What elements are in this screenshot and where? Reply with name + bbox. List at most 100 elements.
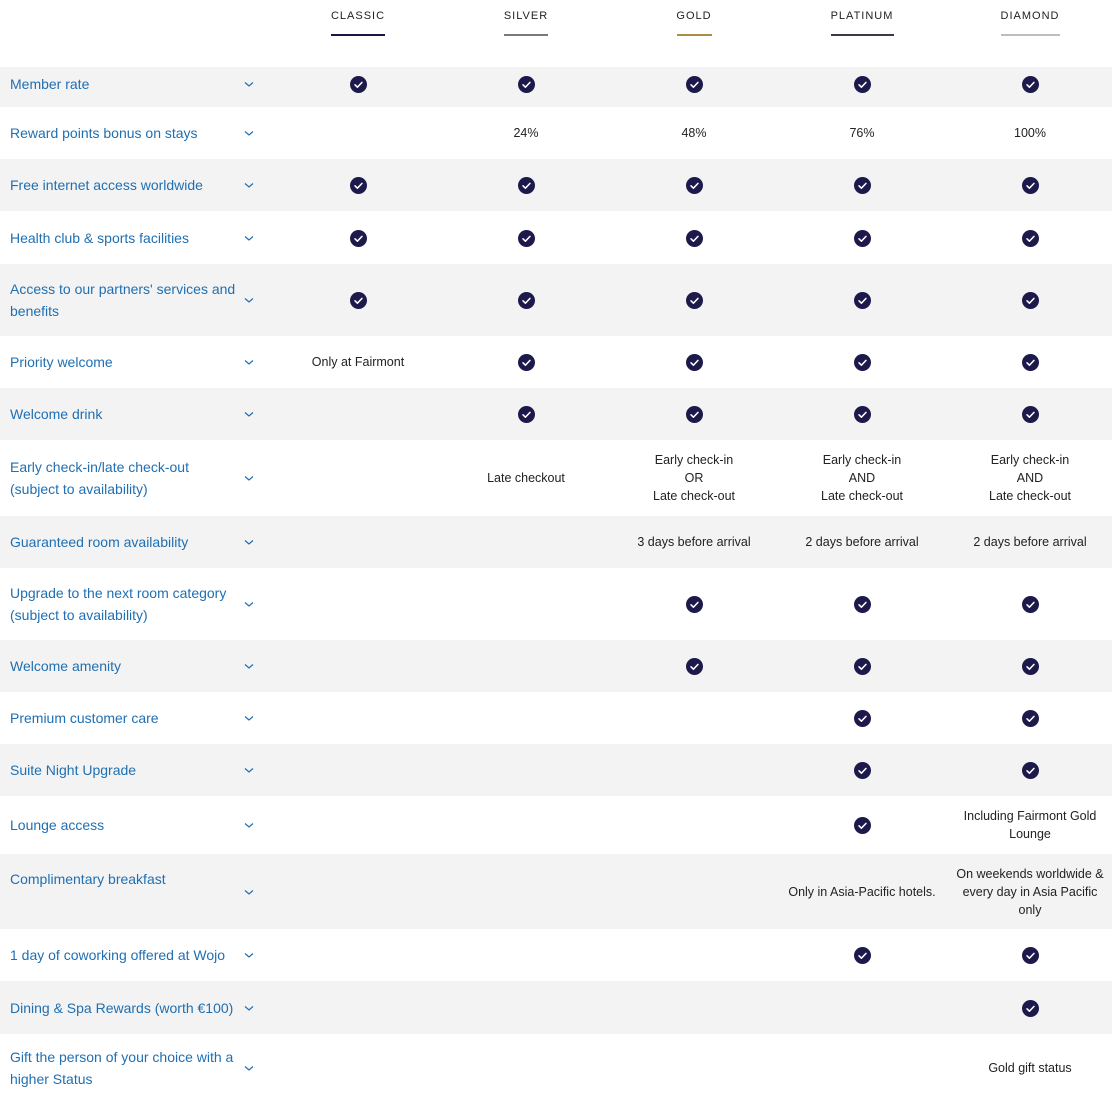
table-row: Reward points bonus on stays 24% 48% 76% 100… <box>0 107 1112 159</box>
benefit-value: 100% <box>1014 126 1046 140</box>
table-row: Priority welcome Only at Fairmont <box>0 336 1112 388</box>
check-icon <box>946 709 1112 728</box>
benefit-label[interactable]: Member rate <box>10 76 90 92</box>
header-spacer <box>0 0 274 67</box>
benefit-label[interactable]: 1 day of coworking offered at Wojo <box>10 947 226 963</box>
tier-label: PLATINUM <box>830 10 894 22</box>
benefit-label[interactable]: Dining & Spa Rewards (worth €100) <box>10 999 234 1016</box>
tier-header: CLASSIC SILVER GOLD PLATINUM DIAMOND <box>0 0 1112 67</box>
benefit-label[interactable]: Lounge access <box>10 817 105 833</box>
benefit-label[interactable]: Access to our partners' services and ben… <box>10 281 236 319</box>
table-row: Guaranteed room availability 3 days befor… <box>0 516 1112 568</box>
chevron-down-icon[interactable] <box>243 712 255 724</box>
benefit-label[interactable]: Premium customer care <box>10 710 159 726</box>
table-row: Upgrade to the next room category (subje… <box>0 568 1112 640</box>
check-icon <box>946 71 1112 94</box>
chevron-down-icon[interactable] <box>243 78 255 90</box>
tier-label: GOLD <box>676 10 712 22</box>
benefit-toggle[interactable]: Suite Night Upgrade <box>0 744 274 796</box>
check-icon <box>610 291 778 310</box>
chevron-down-icon[interactable] <box>243 408 255 420</box>
benefit-label[interactable]: Welcome drink <box>10 406 103 422</box>
chevron-down-icon[interactable] <box>243 356 255 368</box>
benefit-toggle[interactable]: Guaranteed room availability <box>0 516 274 568</box>
benefit-label[interactable]: Upgrade to the next room category (subje… <box>10 585 227 623</box>
benefit-toggle[interactable]: Upgrade to the next room category (subje… <box>0 568 274 640</box>
tier-label: DIAMOND <box>1000 10 1060 22</box>
benefit-toggle[interactable]: Access to our partners' services and ben… <box>0 264 274 336</box>
benefit-toggle[interactable]: Lounge access <box>0 796 274 854</box>
benefit-label[interactable]: Guaranteed room availability <box>10 534 189 550</box>
tier-underline <box>1000 34 1060 36</box>
check-icon <box>778 228 946 247</box>
table-row: Welcome drink <box>0 388 1112 440</box>
check-icon <box>274 71 442 94</box>
benefit-toggle[interactable]: Health club & sports facilities <box>0 211 274 264</box>
chevron-down-icon[interactable] <box>243 1062 255 1074</box>
benefit-value: Early check-in OR Late check-out <box>653 453 735 503</box>
benefit-toggle[interactable]: Complimentary breakfast <box>0 854 274 929</box>
check-icon <box>442 291 610 310</box>
benefit-value: On weekends worldwide & every day in Asi… <box>956 866 1104 917</box>
chevron-down-icon[interactable] <box>243 660 255 672</box>
tier-underline <box>504 34 548 36</box>
benefit-label[interactable]: Suite Night Upgrade <box>10 762 137 778</box>
tier-underline <box>331 34 385 36</box>
benefit-label[interactable]: Early check-in/late check-out (subject t… <box>10 459 189 497</box>
tier-classic: CLASSIC <box>274 0 442 67</box>
benefit-toggle[interactable]: Gift the person of your choice with a hi… <box>0 1034 274 1101</box>
benefit-toggle[interactable]: Free internet access worldwide <box>0 159 274 211</box>
chevron-down-icon[interactable] <box>243 764 255 776</box>
benefit-value: Only at Fairmont <box>311 355 405 369</box>
check-icon <box>610 228 778 247</box>
benefit-label[interactable]: Complimentary breakfast <box>10 871 166 887</box>
tier-platinum: PLATINUM <box>778 0 946 67</box>
check-icon <box>946 761 1112 780</box>
chevron-down-icon[interactable] <box>243 127 255 139</box>
table-row: Complimentary breakfast Only in Asia-Paci… <box>0 854 1112 929</box>
benefit-value: 2 days before arrival <box>805 535 919 549</box>
chevron-down-icon[interactable] <box>243 232 255 244</box>
benefit-label[interactable]: Gift the person of your choice with a hi… <box>10 1048 234 1087</box>
check-icon <box>442 228 610 247</box>
chevron-down-icon[interactable] <box>243 536 255 548</box>
benefit-label[interactable]: Reward points bonus on stays <box>10 125 198 141</box>
check-icon <box>778 595 946 614</box>
chevron-down-icon[interactable] <box>243 1002 255 1014</box>
tier-diamond: DIAMOND <box>946 0 1112 67</box>
chevron-down-icon[interactable] <box>243 819 255 831</box>
benefit-label[interactable]: Priority welcome <box>10 354 113 370</box>
benefit-value: Early check-in AND Late check-out <box>989 453 1071 503</box>
chevron-down-icon[interactable] <box>243 598 255 610</box>
benefit-label[interactable]: Free internet access worldwide <box>10 177 203 193</box>
benefit-label[interactable]: Health club & sports facilities <box>10 229 189 246</box>
tier-label: CLASSIC <box>330 10 386 22</box>
benefit-toggle[interactable]: 1 day of coworking offered at Wojo <box>0 929 274 981</box>
check-icon <box>442 353 610 372</box>
benefit-toggle[interactable]: Premium customer care <box>0 692 274 744</box>
chevron-down-icon[interactable] <box>243 472 255 484</box>
benefit-toggle[interactable]: Early check-in/late check-out (subject t… <box>0 440 274 516</box>
benefit-toggle[interactable]: Reward points bonus on stays <box>0 107 274 159</box>
benefit-toggle[interactable]: Welcome amenity <box>0 640 274 692</box>
benefit-toggle[interactable]: Member rate <box>0 71 274 97</box>
chevron-down-icon[interactable] <box>243 179 255 191</box>
chevron-down-icon[interactable] <box>243 294 255 306</box>
check-icon <box>946 176 1112 195</box>
chevron-down-icon[interactable] <box>243 886 255 898</box>
table-row: Access to our partners' services and ben… <box>0 264 1112 336</box>
check-icon <box>778 291 946 310</box>
benefit-toggle[interactable]: Priority welcome <box>0 336 274 388</box>
check-icon <box>274 228 442 247</box>
chevron-down-icon[interactable] <box>243 949 255 961</box>
table-row: Welcome amenity <box>0 640 1112 692</box>
benefit-value: Early check-in AND Late check-out <box>821 453 903 503</box>
table-row: Dining & Spa Rewards (worth €100) <box>0 981 1112 1034</box>
table-row: Member rate <box>0 67 1112 107</box>
benefit-toggle[interactable]: Dining & Spa Rewards (worth €100) <box>0 981 274 1034</box>
check-icon <box>778 353 946 372</box>
benefits-table: Member rate Reward points bonus on stays 2… <box>0 67 1112 1101</box>
benefit-toggle[interactable]: Welcome drink <box>0 388 274 440</box>
benefit-value: 76% <box>849 126 875 140</box>
benefit-label[interactable]: Welcome amenity <box>10 658 122 674</box>
